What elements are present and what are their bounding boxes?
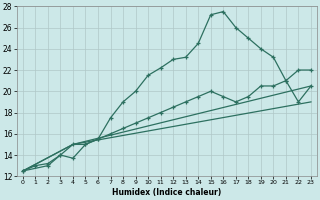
X-axis label: Humidex (Indice chaleur): Humidex (Indice chaleur) [112, 188, 221, 197]
